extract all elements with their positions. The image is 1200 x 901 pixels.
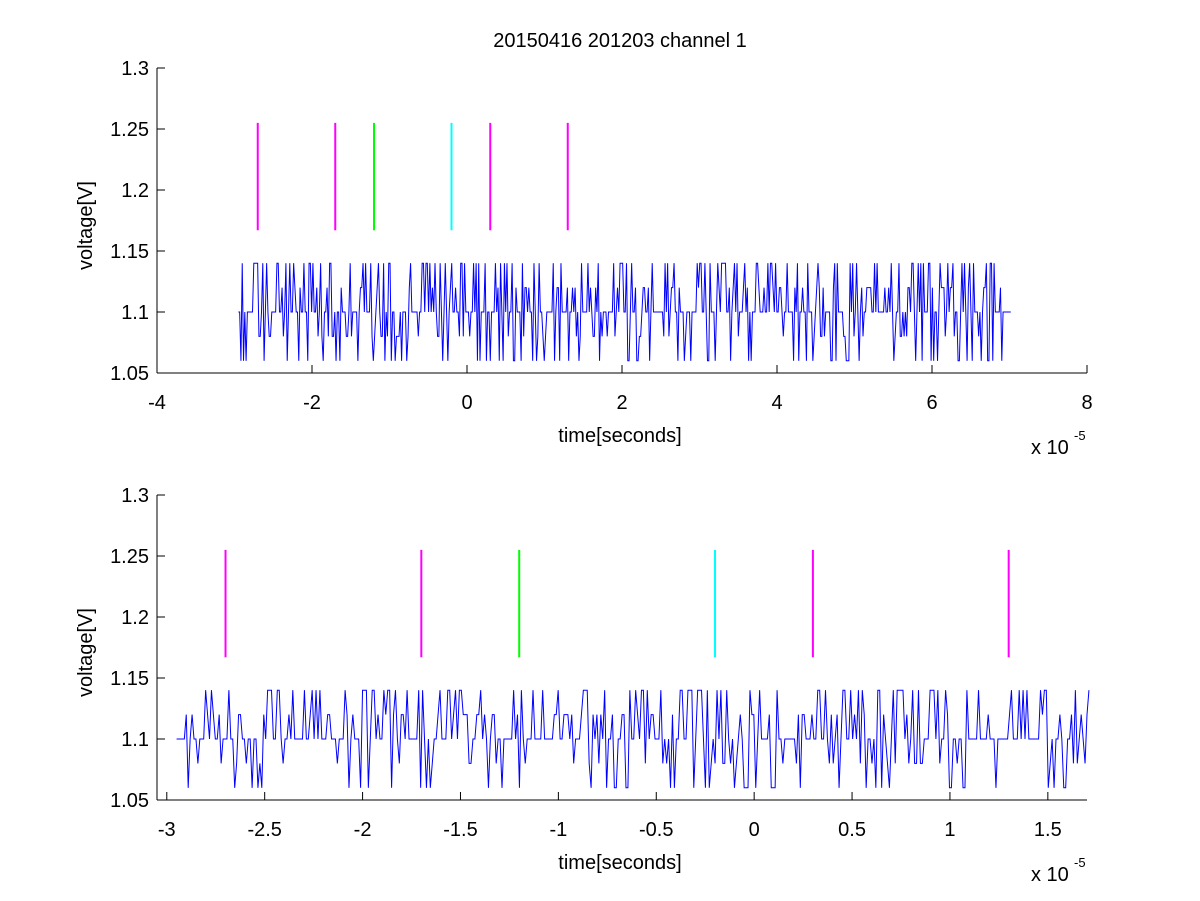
- x-tick-label: -1.5: [443, 819, 477, 841]
- x-tick-label: 4: [771, 392, 782, 414]
- x-tick-label: -0.5: [639, 819, 673, 841]
- x-exponent-label: x 10: [1031, 864, 1069, 886]
- x-tick-label: -3: [158, 819, 176, 841]
- x-axis-label: time[seconds]: [558, 852, 681, 874]
- x-tick-label: 0.5: [838, 819, 866, 841]
- x-tick-label: -2: [354, 819, 372, 841]
- signal-trace: [176, 689, 1090, 789]
- x-tick-label: 1.5: [1034, 819, 1062, 841]
- signal-trace: [238, 262, 1011, 362]
- x-tick-label: -2: [303, 392, 321, 414]
- x-exponent-label: x 10: [1031, 437, 1069, 459]
- y-tick-label: 1.2: [121, 180, 149, 202]
- y-tick-label: 1.25: [110, 119, 149, 141]
- x-exponent-superscript: -5: [1074, 428, 1086, 443]
- x-tick-label: 0: [749, 819, 760, 841]
- y-axis-label: voltage[V]: [75, 181, 97, 270]
- x-tick-label: 0: [461, 392, 472, 414]
- y-tick-label: 1.05: [110, 363, 149, 385]
- plot-top: 1.05 1.1 1.15 1.2 1.25 1.3 -4 -2 0 2 4 6 8 time[secon…: [75, 58, 1093, 459]
- x-exponent-superscript: -5: [1074, 855, 1086, 870]
- y-tick-label: 1.1: [121, 729, 149, 751]
- x-axis-label: time[seconds]: [558, 425, 681, 447]
- y-tick-label: 1.25: [110, 546, 149, 568]
- x-tick-label: -2.5: [247, 819, 281, 841]
- x-tick-label: 2: [616, 392, 627, 414]
- y-tick-label: 1.2: [121, 607, 149, 629]
- y-axis-label: voltage[V]: [75, 608, 97, 697]
- x-tick-label: 1: [944, 819, 955, 841]
- y-tick-label: 1.1: [121, 302, 149, 324]
- x-tick-label: -1: [549, 819, 567, 841]
- x-tick-label: -4: [148, 392, 166, 414]
- x-tick-label: 6: [926, 392, 937, 414]
- y-tick-label: 1.05: [110, 790, 149, 812]
- y-tick-label: 1.3: [121, 58, 149, 80]
- y-tick-label: 1.3: [121, 485, 149, 507]
- plot-bottom: 1.05 1.1 1.15 1.2 1.25 1.3 -3 -2.5 -2 -1.5 -1 -0.5 0…: [75, 485, 1090, 886]
- figure-title: 20150416 201203 channel 1: [493, 30, 747, 52]
- y-tick-label: 1.15: [110, 668, 149, 690]
- x-tick-label: 8: [1081, 392, 1092, 414]
- y-tick-label: 1.15: [110, 241, 149, 263]
